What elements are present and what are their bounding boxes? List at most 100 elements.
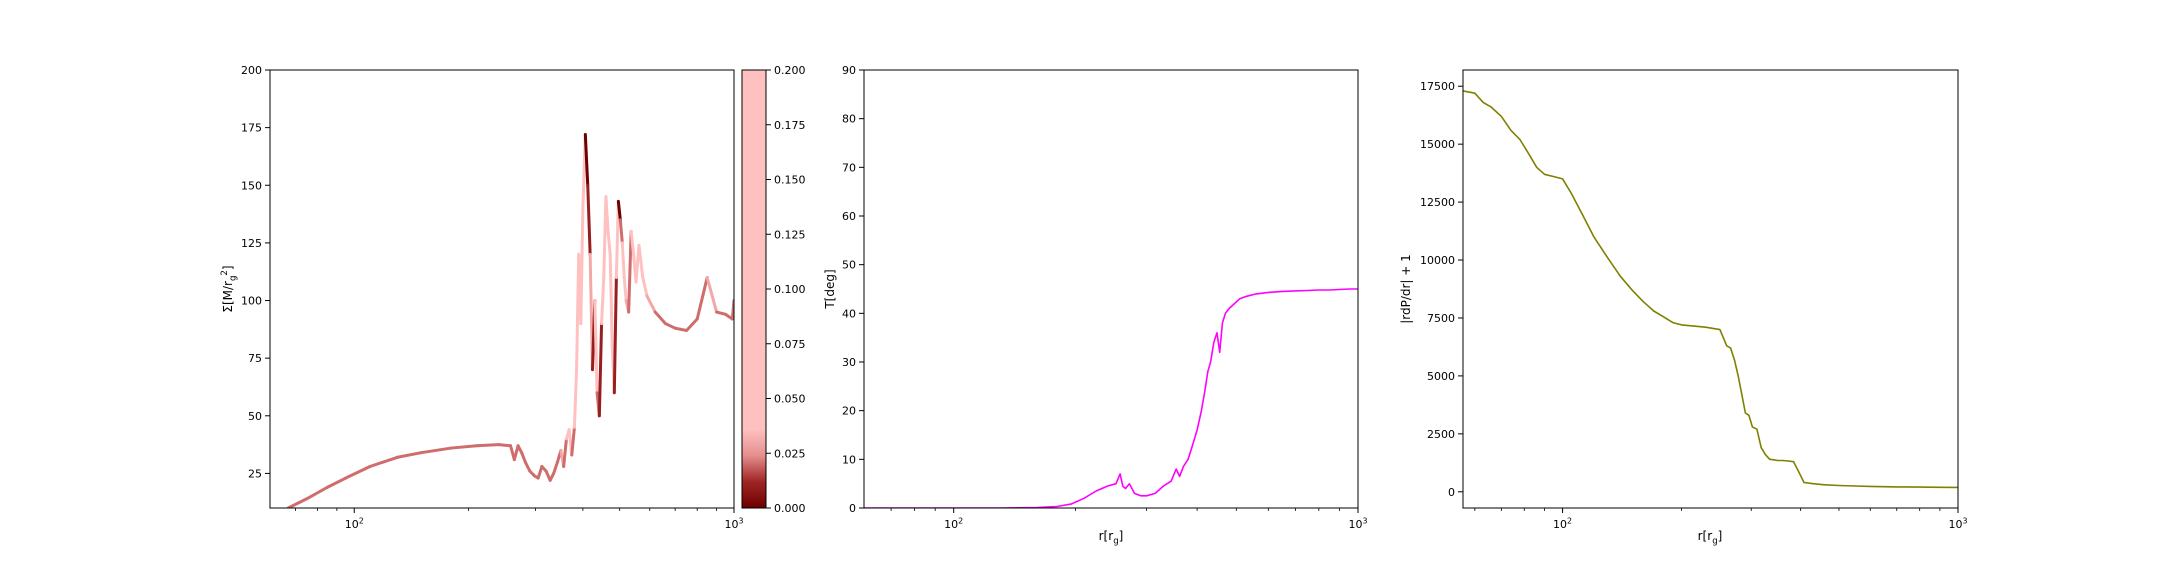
sigma-line-segment (622, 275, 628, 303)
pressure-gradient-line (1463, 90, 1958, 489)
y-tick-label: 10 (842, 453, 856, 466)
colorbar-tick-label: 0.075 (774, 338, 806, 351)
colorbar-ticks: 0.000 0.025 0.050 0.075 0.100 0.125 0.150 0.175… (766, 64, 806, 515)
sigma-x-axis: 102​ 103​ (295, 508, 744, 531)
sigma-line-segment (705, 275, 719, 314)
colorbar-tick-label: 0.100 (774, 283, 806, 296)
y-tick-label: 70 (842, 161, 856, 174)
y-tick-label: 100 (241, 295, 262, 308)
y-tick-label: 50 (842, 259, 856, 272)
sigma-line-segment (305, 485, 329, 501)
x-tick-label: 103​ (1348, 517, 1367, 531)
y-tick-label: 90 (842, 64, 856, 77)
colorbar-tick-label: 0.000 (774, 502, 806, 515)
colorbar: 0.000 0.025 0.050 0.075 0.100 0.125 0.150 0.175… (741, 64, 806, 515)
sigma-line-segment (695, 275, 709, 321)
temperature-panel: 0 10 20 30 40 50 60 70 80 90 102​ 103​ T[deg] r[rg… (823, 64, 1368, 546)
y-tick-label: 50 (248, 410, 262, 423)
y-tick-label: 0 (849, 502, 856, 515)
colorbar-tick-label: 0.050 (774, 393, 806, 406)
temperature-x-axis-label: r[rg​] (1099, 529, 1124, 546)
y-tick-label: 12500 (1420, 196, 1455, 209)
y-tick-label: 7500 (1427, 312, 1455, 325)
sigma-plot-frame (269, 69, 735, 509)
x-tick-label: 103​ (724, 517, 743, 531)
y-tick-label: 75 (248, 352, 262, 365)
temperature-y-axis: 0 10 20 30 40 50 60 70 80 90 (842, 64, 864, 515)
sigma-line-segment (536, 465, 544, 480)
sigma-line (286, 133, 734, 508)
sigma-line-segment (572, 368, 579, 429)
sigma-line-segment (637, 243, 645, 279)
x-tick-label: 103​ (1948, 517, 1967, 531)
sigma-y-axis: 25 50 75 100 125 150 175 200 (241, 64, 270, 480)
sigma-line-segment (570, 425, 576, 457)
colorbar-tick-label: 0.150 (774, 174, 806, 187)
y-tick-label: 40 (842, 307, 856, 320)
sigma-line-segment (579, 206, 585, 326)
sigma-line-segment (685, 317, 699, 332)
sigma-line-segment (608, 252, 614, 349)
x-tick-label: 102​ (1553, 517, 1572, 531)
sigma-y-axis-label: Σ[M/rg​2​] (220, 265, 238, 312)
temperature-plot-frame (863, 69, 1359, 509)
colorbar-gradient (741, 69, 767, 509)
y-tick-label: 200 (241, 64, 262, 77)
sigma-line-segment (663, 322, 677, 330)
x-tick-label: 102​ (345, 517, 364, 531)
sigma-line-segment (520, 451, 527, 464)
pressure-gradient-x-axis-label: r[rg​] (1698, 529, 1723, 546)
sigma-line-segment (604, 195, 610, 233)
sigma-line-segment (562, 437, 568, 469)
sigma-line-segment (593, 299, 599, 395)
pressure-gradient-y-axis: 0 2500 5000 7500 10000 12500 15000 17500 (1420, 80, 1463, 499)
sigma-line-segment (645, 294, 657, 314)
sigma-line-segment (597, 322, 604, 418)
y-tick-label: 10000 (1420, 254, 1455, 267)
y-tick-label: 2500 (1427, 428, 1455, 441)
sigma-panel: 25 50 75 100 125 150 175 200 102​ 103​ Σ[M/rg​2​… (220, 64, 743, 531)
x-tick-label: 102​ (944, 517, 963, 531)
sigma-line-segment (641, 275, 649, 298)
sigma-line-segment (616, 199, 622, 222)
sigma-line-segment (325, 476, 348, 489)
y-tick-label: 125 (241, 237, 262, 250)
temperature-line (864, 288, 1358, 508)
sigma-line-segment (475, 443, 501, 448)
sigma-line-segment (368, 455, 400, 469)
sigma-line-segment (344, 465, 372, 480)
colorbar-tick-label: 0.175 (774, 119, 806, 132)
sigma-line-segment (614, 199, 620, 279)
pressure-gradient-y-axis-label: |rdP/dr| + 1 (1399, 254, 1413, 324)
y-tick-label: 30 (842, 356, 856, 369)
pressure-gradient-x-axis: 102​ 103​ (1474, 508, 1968, 531)
sigma-line-segment (618, 218, 624, 245)
pressure-gradient-plot-frame (1462, 69, 1959, 509)
sigma-line-segment (653, 310, 667, 326)
temperature-y-axis-label: T[deg] (823, 269, 837, 309)
y-tick-label: 25 (248, 467, 262, 480)
sigma-line-segment (715, 310, 728, 316)
series-line (864, 288, 1358, 508)
y-tick-label: 5000 (1427, 370, 1455, 383)
colorbar-tick-label: 0.200 (774, 64, 806, 77)
sigma-line-segment (512, 444, 520, 462)
y-tick-label: 60 (842, 210, 856, 223)
sigma-line-segment (523, 460, 532, 473)
sigma-line-segment (497, 443, 513, 448)
series-line (1463, 90, 1958, 489)
y-tick-label: 80 (842, 113, 856, 126)
sigma-line-segment (449, 444, 479, 450)
y-tick-label: 20 (842, 405, 856, 418)
sigma-line-segment (419, 446, 453, 455)
sigma-line-segment (612, 275, 618, 395)
sigma-line-segment (552, 460, 560, 475)
sigma-line-segment (629, 229, 636, 256)
sigma-line-segment (627, 229, 633, 314)
colorbar-tick-label: 0.025 (774, 447, 806, 460)
sigma-line-segment (620, 241, 626, 279)
colorbar-tick-label: 0.125 (774, 228, 806, 241)
y-tick-label: 150 (241, 179, 262, 192)
